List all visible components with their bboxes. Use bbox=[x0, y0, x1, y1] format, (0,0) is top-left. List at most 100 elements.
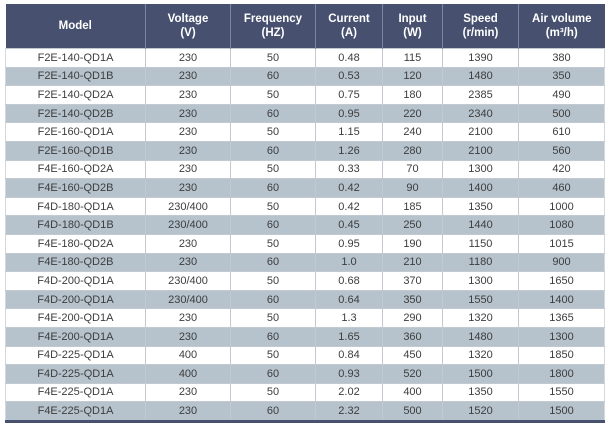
value-cell: 1015 bbox=[518, 233, 605, 254]
value-cell: 560 bbox=[518, 140, 605, 161]
value-cell: 420 bbox=[518, 159, 605, 180]
table-row: F4D-225-QD1A 400 50 0.84 450 1320 1850 bbox=[5, 345, 605, 366]
value-cell: 0.84 bbox=[315, 345, 383, 366]
model-cell: F4D-225-QD1A bbox=[5, 345, 146, 366]
value-cell: 60 bbox=[230, 289, 316, 310]
table-row: F4D-200-QD1A 230/400 60 0.64 350 1550 1400 bbox=[5, 289, 605, 310]
value-cell: 2340 bbox=[442, 103, 519, 124]
value-cell: 60 bbox=[230, 178, 316, 198]
value-cell: 230/400 bbox=[145, 289, 231, 310]
value-cell: 400 bbox=[145, 364, 231, 384]
model-cell: F4D-200-QD1A bbox=[5, 271, 146, 291]
value-cell: 1480 bbox=[442, 326, 519, 347]
value-cell: 360 bbox=[382, 326, 443, 347]
value-cell: 1300 bbox=[518, 326, 605, 347]
model-cell: F4E-200-QD1A bbox=[5, 326, 146, 347]
col-header-unit: (W) bbox=[403, 27, 422, 39]
col-header-air-volume: Air volume (m³/h) bbox=[518, 4, 605, 49]
value-cell: 50 bbox=[230, 159, 316, 180]
value-cell: 1.3 bbox=[315, 308, 383, 328]
value-cell: 0.53 bbox=[315, 66, 383, 87]
col-header-voltage: Voltage (V) bbox=[145, 4, 231, 49]
value-cell: 460 bbox=[518, 178, 605, 198]
value-cell: 0.33 bbox=[315, 159, 383, 180]
value-cell: 1550 bbox=[518, 382, 605, 403]
value-cell: 400 bbox=[145, 345, 231, 366]
model-cell: F4E-225-QD1A bbox=[5, 382, 146, 403]
model-cell: F2E-140-QD2B bbox=[5, 103, 146, 124]
value-cell: 50 bbox=[230, 308, 316, 328]
value-cell: 0.64 bbox=[315, 289, 383, 310]
value-cell: 230/400 bbox=[145, 271, 231, 291]
col-header-label: Input bbox=[398, 13, 427, 25]
value-cell: 0.45 bbox=[315, 215, 383, 235]
table-row: F4D-180-QD1A 230/400 50 0.42 185 1350 1000 bbox=[5, 196, 605, 217]
value-cell: 450 bbox=[382, 345, 443, 366]
table-row: F4E-180-QD2A 230 50 0.95 190 1150 1015 bbox=[5, 233, 605, 254]
value-cell: 0.95 bbox=[315, 103, 383, 124]
model-cell: F4E-180-QD2B bbox=[5, 252, 146, 273]
value-cell: 1440 bbox=[442, 215, 519, 235]
value-cell: 370 bbox=[382, 271, 443, 291]
value-cell: 0.93 bbox=[315, 364, 383, 384]
value-cell: 0.48 bbox=[315, 48, 383, 68]
model-cell: F4D-225-QD1A bbox=[5, 364, 146, 384]
col-header-label: Voltage bbox=[167, 13, 209, 25]
table-row: F2E-140-QD1B 230 60 0.53 120 1480 350 bbox=[5, 66, 605, 87]
value-cell: 1.0 bbox=[315, 252, 383, 273]
col-header-unit: (r/min) bbox=[462, 27, 499, 39]
value-cell: 60 bbox=[230, 215, 316, 235]
value-cell: 0.68 bbox=[315, 271, 383, 291]
value-cell: 2385 bbox=[442, 85, 519, 105]
value-cell: 230 bbox=[145, 159, 231, 180]
value-cell: 50 bbox=[230, 85, 316, 105]
value-cell: 350 bbox=[382, 289, 443, 310]
table-row: F2E-140-QD1A 230 50 0.48 115 1390 380 bbox=[5, 48, 605, 68]
table-row: F4E-225-QD1A 230 60 2.32 500 1520 1500 bbox=[5, 401, 605, 422]
table-row: F4E-225-QD1A 230 50 2.02 400 1350 1550 bbox=[5, 382, 605, 403]
model-cell: F4D-180-QD1A bbox=[5, 196, 146, 217]
value-cell: 230 bbox=[145, 122, 231, 142]
col-header-input: Input (W) bbox=[382, 4, 443, 49]
value-cell: 1400 bbox=[442, 178, 519, 198]
value-cell: 240 bbox=[382, 122, 443, 142]
value-cell: 230 bbox=[145, 382, 231, 403]
value-cell: 1180 bbox=[442, 252, 519, 273]
value-cell: 0.75 bbox=[315, 85, 383, 105]
value-cell: 50 bbox=[230, 122, 316, 142]
value-cell: 185 bbox=[382, 196, 443, 217]
value-cell: 50 bbox=[230, 271, 316, 291]
value-cell: 230 bbox=[145, 103, 231, 124]
value-cell: 0.42 bbox=[315, 178, 383, 198]
table-row: F2E-140-QD2A 230 50 0.75 180 2385 490 bbox=[5, 85, 605, 105]
value-cell: 350 bbox=[518, 66, 605, 87]
model-cell: F4E-200-QD1A bbox=[5, 308, 146, 328]
col-header-unit: (A) bbox=[341, 27, 357, 39]
col-header-unit: (m³/h) bbox=[545, 27, 578, 39]
header-row: Model Voltage (V) Frequency (HZ) Current… bbox=[5, 4, 605, 49]
table-row: F4D-200-QD1A 230/400 50 0.68 370 1300 1650 bbox=[5, 271, 605, 291]
value-cell: 1500 bbox=[518, 401, 605, 422]
value-cell: 380 bbox=[518, 48, 605, 68]
table-row: F4E-160-QD2B 230 60 0.42 90 1400 460 bbox=[5, 178, 605, 198]
value-cell: 60 bbox=[230, 401, 316, 422]
value-cell: 50 bbox=[230, 196, 316, 217]
value-cell: 120 bbox=[382, 66, 443, 87]
table-row: F4E-160-QD2A 230 50 0.33 70 1300 420 bbox=[5, 159, 605, 180]
value-cell: 500 bbox=[518, 103, 605, 124]
value-cell: 1.65 bbox=[315, 326, 383, 347]
value-cell: 1300 bbox=[442, 271, 519, 291]
model-cell: F4D-180-QD1B bbox=[5, 215, 146, 235]
value-cell: 60 bbox=[230, 326, 316, 347]
model-cell: F2E-140-QD1B bbox=[5, 66, 146, 87]
table-header: Model Voltage (V) Frequency (HZ) Current… bbox=[5, 4, 605, 49]
model-cell: F2E-140-QD2A bbox=[5, 85, 146, 105]
value-cell: 400 bbox=[382, 382, 443, 403]
value-cell: 1000 bbox=[518, 196, 605, 217]
value-cell: 230 bbox=[145, 178, 231, 198]
value-cell: 230 bbox=[145, 252, 231, 273]
fan-spec-table: Model Voltage (V) Frequency (HZ) Current… bbox=[5, 4, 605, 423]
value-cell: 250 bbox=[382, 215, 443, 235]
value-cell: 1365 bbox=[518, 308, 605, 328]
model-cell: F4E-160-QD2B bbox=[5, 178, 146, 198]
